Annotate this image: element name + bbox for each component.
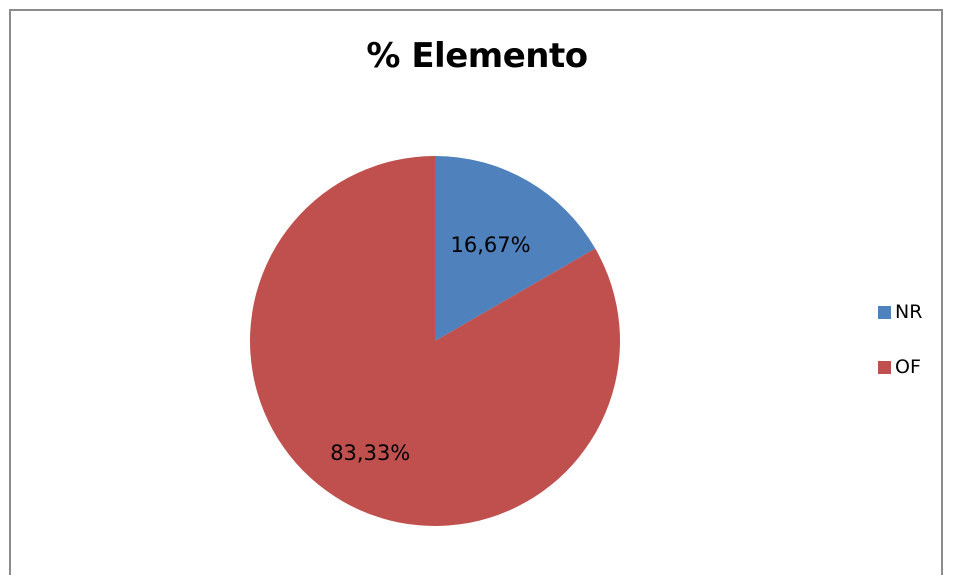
legend: NR OF (878, 300, 948, 410)
data-label-nr: 16,67% (450, 233, 530, 257)
legend-item-nr: NR (878, 300, 948, 324)
legend-item-of: OF (878, 355, 948, 379)
legend-label-of: OF (895, 356, 921, 378)
legend-swatch-of (878, 361, 891, 374)
legend-swatch-nr (878, 306, 891, 319)
legend-label-nr: NR (895, 301, 922, 323)
data-label-of: 83,33% (330, 441, 410, 465)
